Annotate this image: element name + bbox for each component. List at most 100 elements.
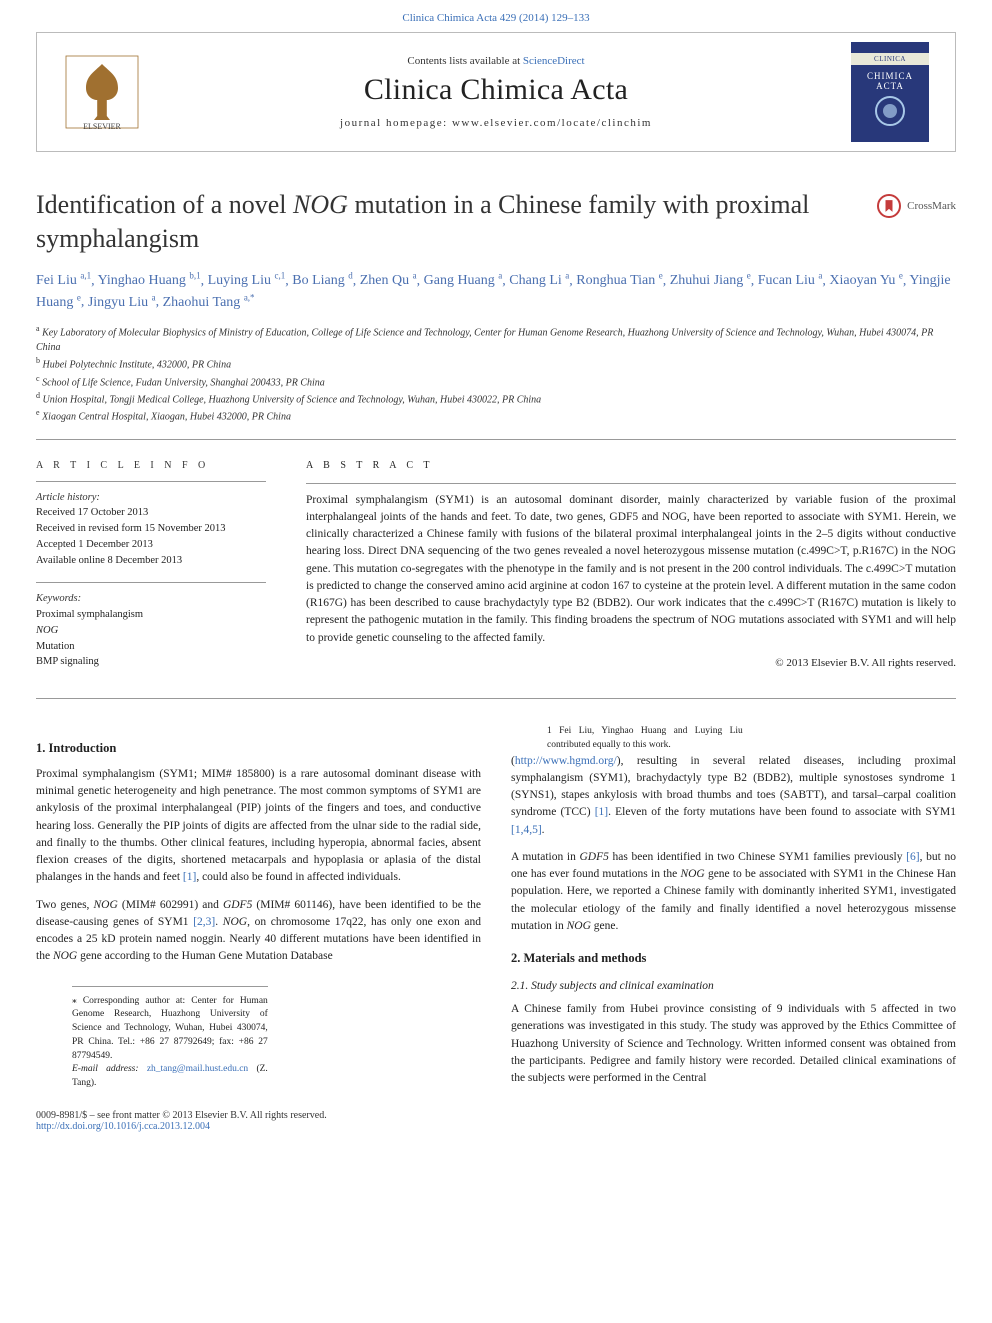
cover-graphic-icon bbox=[870, 91, 910, 131]
running-head: Clinica Chimica Acta 429 (2014) 129–133 bbox=[0, 0, 992, 32]
cover-line-2: CHIMICA bbox=[867, 71, 913, 81]
citation-link[interactable]: [6] bbox=[906, 851, 919, 863]
citation-link[interactable]: [1,4,5] bbox=[511, 824, 542, 836]
author: Zhuhui Jiang e bbox=[670, 273, 751, 288]
abstract-copyright: © 2013 Elsevier B.V. All rights reserved… bbox=[306, 655, 956, 672]
author-affil-marker: c,1 bbox=[274, 271, 285, 281]
email-link[interactable]: zh_tang@mail.hust.edu.cn bbox=[147, 1064, 248, 1074]
abstract-text: Proximal symphalangism (SYM1) is an auto… bbox=[306, 492, 956, 647]
crossmark-icon bbox=[877, 194, 901, 218]
intro-para-2: Two genes, NOG (MIM# 602991) and GDF5 (M… bbox=[36, 897, 481, 966]
author: Jingyu Liu a bbox=[88, 295, 156, 310]
article-header: Identification of a novel NOG mutation i… bbox=[36, 188, 956, 256]
author: Fucan Liu a bbox=[758, 273, 823, 288]
authors: Fei Liu a,1, Yinghao Huang b,1, Luying L… bbox=[36, 270, 956, 313]
history-label: Article history: bbox=[36, 490, 266, 506]
journal-name: Clinica Chimica Acta bbox=[167, 73, 825, 107]
abstract-rule bbox=[306, 483, 956, 484]
author-affil-marker: a bbox=[565, 271, 569, 281]
hgmd-link[interactable]: http://www.hgmd.org/ bbox=[515, 755, 617, 767]
keywords-label: Keywords: bbox=[36, 591, 266, 607]
author-affil-marker: d bbox=[348, 271, 353, 281]
publisher-logo: ELSEVIER bbox=[57, 47, 147, 137]
title-prefix: Identification of a novel bbox=[36, 190, 293, 219]
affiliation: d Union Hospital, Tongji Medical College… bbox=[36, 390, 956, 407]
email-line: E-mail address: zh_tang@mail.hust.edu.cn… bbox=[72, 1063, 268, 1091]
affiliation-marker: a bbox=[36, 324, 40, 333]
masthead: ELSEVIER Contents lists available at Sci… bbox=[36, 32, 956, 152]
affiliation-marker: d bbox=[36, 391, 40, 400]
mm-heading: 2. Materials and methods bbox=[511, 949, 956, 968]
masthead-center: Contents lists available at ScienceDirec… bbox=[167, 55, 825, 129]
history-line: Received in revised form 15 November 201… bbox=[36, 521, 266, 537]
article-title: Identification of a novel NOG mutation i… bbox=[36, 188, 856, 256]
author-affil-marker: e bbox=[77, 292, 81, 302]
info-heading: A R T I C L E I N F O bbox=[36, 458, 266, 473]
info-rule-2 bbox=[36, 582, 266, 583]
author-affil-marker: e bbox=[659, 271, 663, 281]
author: Luying Liu c,1 bbox=[208, 273, 286, 288]
author: Xiaoyan Yu e bbox=[829, 273, 902, 288]
author-affil-marker: a bbox=[413, 271, 417, 281]
elsevier-tree-icon: ELSEVIER bbox=[62, 52, 142, 132]
footer: 0009-8981/$ – see front matter © 2013 El… bbox=[36, 1110, 956, 1132]
author: Ronghua Tian e bbox=[576, 273, 662, 288]
author: Gang Huang a bbox=[424, 273, 503, 288]
history-line: Available online 8 December 2013 bbox=[36, 553, 266, 569]
intro-para-1: Proximal symphalangism (SYM1; MIM# 18580… bbox=[36, 766, 481, 887]
cover-line-3: ACTA bbox=[876, 81, 904, 91]
sciencedirect-link[interactable]: ScienceDirect bbox=[523, 55, 585, 67]
affiliations: a Key Laboratory of Molecular Biophysics… bbox=[36, 323, 956, 425]
affiliation: a Key Laboratory of Molecular Biophysics… bbox=[36, 323, 956, 355]
article-info: A R T I C L E I N F O Article history: R… bbox=[36, 458, 266, 685]
affiliation-marker: c bbox=[36, 374, 40, 383]
author-affil-marker: a bbox=[498, 271, 502, 281]
body-columns: 1. Introduction Proximal symphalangism (… bbox=[36, 725, 956, 1094]
footer-copyright: 0009-8981/$ – see front matter © 2013 El… bbox=[36, 1110, 956, 1121]
author: Chang Li a bbox=[509, 273, 569, 288]
intro-para-4: A mutation in GDF5 has been identified i… bbox=[511, 849, 956, 935]
keyword: Proximal symphalangism bbox=[36, 607, 266, 623]
history-line: Received 17 October 2013 bbox=[36, 505, 266, 521]
info-abstract-row: A R T I C L E I N F O Article history: R… bbox=[36, 458, 956, 685]
affiliation: e Xiaogan Central Hospital, Xiaogan, Hub… bbox=[36, 407, 956, 424]
affiliation: c School of Life Science, Fudan Universi… bbox=[36, 373, 956, 390]
author-affil-marker: e bbox=[747, 271, 751, 281]
intro-heading: 1. Introduction bbox=[36, 739, 481, 758]
equal-contribution-note: 1 Fei Liu, Yinghao Huang and Luying Liu … bbox=[547, 725, 743, 753]
doi-link[interactable]: http://dx.doi.org/10.1016/j.cca.2013.12.… bbox=[36, 1121, 210, 1132]
title-gene: NOG bbox=[293, 190, 348, 219]
author: Fei Liu a,1 bbox=[36, 273, 91, 288]
crossmark-badge[interactable]: CrossMark bbox=[877, 194, 956, 218]
contents-line: Contents lists available at ScienceDirec… bbox=[167, 55, 825, 67]
keywords-block: Keywords: Proximal symphalangismNOGMutat… bbox=[36, 591, 266, 670]
author: Yinghao Huang b,1 bbox=[98, 273, 201, 288]
svg-text:ELSEVIER: ELSEVIER bbox=[83, 122, 121, 131]
article-history: Article history: Received 17 October 201… bbox=[36, 490, 266, 569]
abstract-heading: A B S T R A C T bbox=[306, 458, 956, 473]
author-affil-marker: a bbox=[152, 292, 156, 302]
mm-subheading-1: 2.1. Study subjects and clinical examina… bbox=[511, 978, 956, 995]
author-affil-marker: a,* bbox=[244, 292, 255, 302]
crossmark-label: CrossMark bbox=[907, 200, 956, 212]
corresponding-author-note: ⁎ Corresponding author at: Center for Hu… bbox=[72, 995, 268, 1064]
author-affil-marker: a bbox=[818, 271, 822, 281]
running-head-link[interactable]: Clinica Chimica Acta 429 (2014) 129–133 bbox=[402, 12, 589, 24]
keyword: Mutation bbox=[36, 639, 266, 655]
citation-link[interactable]: [1] bbox=[595, 806, 608, 818]
divider-top bbox=[36, 439, 956, 440]
history-line: Accepted 1 December 2013 bbox=[36, 537, 266, 553]
citation-link[interactable]: [2,3] bbox=[193, 916, 215, 928]
contents-prefix: Contents lists available at bbox=[407, 55, 522, 67]
divider-bottom bbox=[36, 698, 956, 699]
author-affil-marker: a,1 bbox=[80, 271, 91, 281]
abstract: A B S T R A C T Proximal symphalangism (… bbox=[306, 458, 956, 685]
mm-para-1: A Chinese family from Hubei province con… bbox=[511, 1001, 956, 1087]
journal-cover: CLINICA CHIMICA ACTA bbox=[845, 47, 935, 137]
journal-homepage: journal homepage: www.elsevier.com/locat… bbox=[167, 117, 825, 129]
email-prefix: E-mail address: bbox=[72, 1064, 147, 1074]
citation-link[interactable]: [1] bbox=[183, 871, 196, 883]
author-affil-marker: e bbox=[899, 271, 903, 281]
cover-line-1: CLINICA bbox=[851, 53, 929, 65]
affiliation-marker: e bbox=[36, 408, 40, 417]
